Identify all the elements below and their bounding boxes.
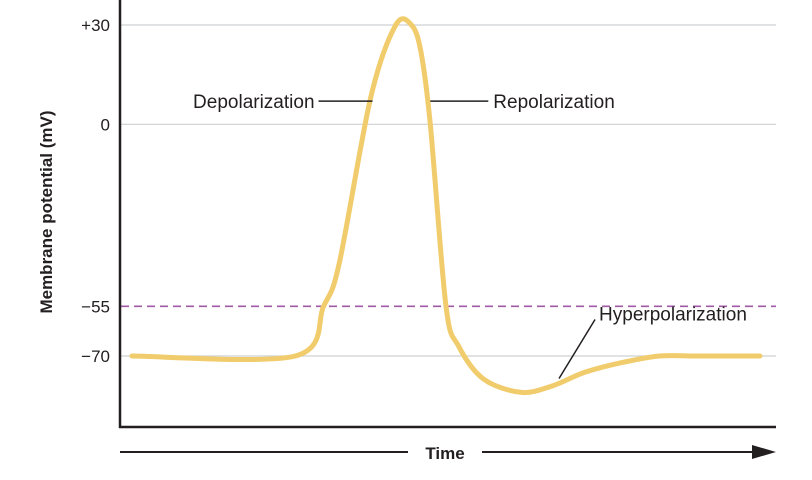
hyperpolarization-leader <box>558 319 596 379</box>
y-tick-labels: +30 0 −55 −70 <box>81 16 110 366</box>
y-axis-title: Membrane potential (mV) <box>37 110 56 313</box>
y-tick-label-3: −70 <box>81 347 110 366</box>
x-axis-title: Time <box>425 444 464 463</box>
repolarization-label: Repolarization <box>493 92 614 113</box>
series-line-0 <box>129 16 763 396</box>
time-arrow-head <box>752 445 776 459</box>
annotations: Depolarization Repolarization Hyperpolariz… <box>193 92 747 379</box>
y-tick-label-2: −55 <box>81 297 110 316</box>
series-group <box>129 16 763 396</box>
y-tick-label-1: 0 <box>101 115 110 134</box>
y-tick-label-0: +30 <box>81 16 110 35</box>
hyperpolarization-label: Hyperpolarization <box>599 304 747 325</box>
depolarization-label: Depolarization <box>193 92 314 113</box>
